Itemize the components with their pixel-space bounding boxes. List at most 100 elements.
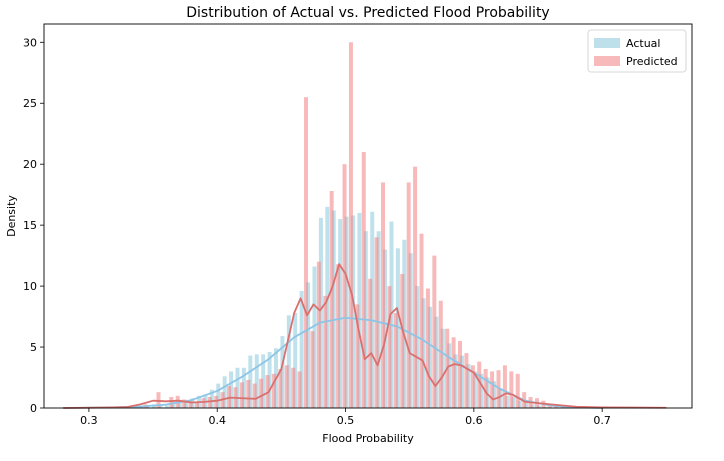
y-tick-label: 15: [23, 219, 37, 232]
legend-swatch: [594, 56, 620, 66]
histogram-bar: [350, 215, 355, 408]
histogram-bar: [265, 375, 270, 408]
plot-area: [63, 42, 667, 409]
histogram-bar: [241, 367, 246, 408]
histogram-bar: [447, 343, 452, 408]
legend-label: Actual: [626, 37, 660, 50]
histogram-bar: [383, 249, 388, 408]
histogram-bar: [355, 304, 360, 408]
histogram-bar: [460, 355, 465, 408]
histogram-bar: [477, 361, 482, 408]
histogram-bar: [524, 403, 529, 408]
histogram-bar: [415, 286, 420, 408]
histogram-bar: [348, 42, 353, 408]
histogram-bar: [434, 316, 439, 408]
histogram-bar: [470, 365, 475, 408]
y-tick-label: 0: [30, 402, 37, 415]
histogram-bar: [248, 355, 253, 408]
histogram-bar: [368, 278, 373, 408]
histogram-bar: [259, 378, 264, 408]
histogram-bar: [235, 367, 240, 408]
histogram-bar: [278, 368, 283, 408]
histogram-bar: [361, 152, 366, 408]
histogram-bar: [511, 397, 516, 408]
histogram-bar: [239, 382, 244, 408]
histogram-bar: [271, 373, 276, 408]
histogram-bar: [408, 253, 413, 408]
histogram-bar: [344, 216, 349, 408]
histogram-bar: [291, 367, 296, 408]
histogram-bar: [312, 266, 317, 408]
histogram-bar: [451, 337, 456, 408]
histogram-bar: [537, 405, 542, 408]
histogram-bar: [306, 282, 311, 408]
histogram-bar: [498, 388, 503, 408]
histogram-bar: [222, 376, 227, 408]
histogram-bar: [464, 353, 469, 408]
histogram-bar: [406, 182, 411, 408]
histogram-bar: [530, 404, 535, 408]
histogram-bar: [432, 255, 437, 408]
histogram-bar: [413, 166, 418, 408]
histogram-bar: [492, 381, 497, 408]
legend-swatch: [594, 38, 620, 48]
histogram-bar: [472, 371, 477, 408]
y-axis-label: Density: [5, 195, 18, 237]
chart-title: Distribution of Actual vs. Predicted Flo…: [186, 5, 549, 21]
histogram-bar: [440, 328, 445, 408]
histogram-bar: [182, 399, 187, 408]
series-actual-bars: [132, 206, 548, 408]
y-tick-label: 20: [23, 158, 37, 171]
axes: 0.3 0.4 0.5 0.6 0.7 0 5 10 15 20 25 30: [23, 23, 693, 427]
histogram-bar: [453, 354, 458, 408]
histogram-bar: [370, 211, 375, 408]
histogram-bar: [184, 400, 189, 408]
histogram-bar: [164, 405, 169, 408]
histogram-bar: [387, 286, 392, 408]
histogram-bar: [201, 398, 206, 408]
y-tick-label: 5: [30, 341, 37, 354]
histogram-bar: [509, 371, 514, 408]
histogram-bar: [325, 206, 330, 408]
histogram-bar: [177, 401, 182, 408]
histogram-bar: [316, 261, 321, 408]
histogram-bar: [458, 340, 462, 408]
histogram-bar: [479, 373, 484, 408]
histogram-bar: [261, 354, 266, 408]
histogram-bar: [267, 351, 272, 408]
histogram-bar: [209, 389, 214, 408]
histogram-bar: [517, 400, 522, 408]
x-tick-label: 0.7: [593, 414, 611, 427]
histogram-bar: [490, 371, 495, 408]
y-tick-label: 30: [23, 36, 37, 49]
histogram-bar: [374, 237, 379, 408]
series-predicted-kde-line: [63, 263, 667, 409]
histogram-bar: [336, 264, 341, 408]
histogram-bar: [139, 406, 144, 408]
y-tick-label: 25: [23, 97, 37, 110]
histogram-bar: [395, 248, 400, 408]
x-tick-label: 0.5: [337, 414, 355, 427]
histogram-bar: [229, 371, 234, 408]
histogram-bar: [466, 364, 471, 408]
histogram-bar: [496, 370, 501, 408]
histogram-bar: [194, 401, 199, 408]
histogram-bar: [425, 288, 430, 408]
histogram-bar: [169, 397, 174, 408]
x-tick-label: 0.3: [80, 414, 98, 427]
series-predicted-bars: [143, 42, 572, 408]
histogram-bar: [310, 331, 315, 408]
histogram-bar: [299, 290, 304, 408]
histogram-bar: [158, 404, 163, 408]
histogram-bar: [502, 365, 507, 408]
histogram-bar: [485, 377, 490, 408]
histogram-bar: [284, 365, 289, 408]
histogram-bar: [304, 97, 309, 408]
x-tick-label: 0.6: [465, 414, 483, 427]
histogram-bar: [421, 298, 426, 408]
x-tick-label: 0.4: [208, 414, 226, 427]
histogram-bar: [246, 379, 251, 408]
histogram-bar: [515, 373, 520, 408]
